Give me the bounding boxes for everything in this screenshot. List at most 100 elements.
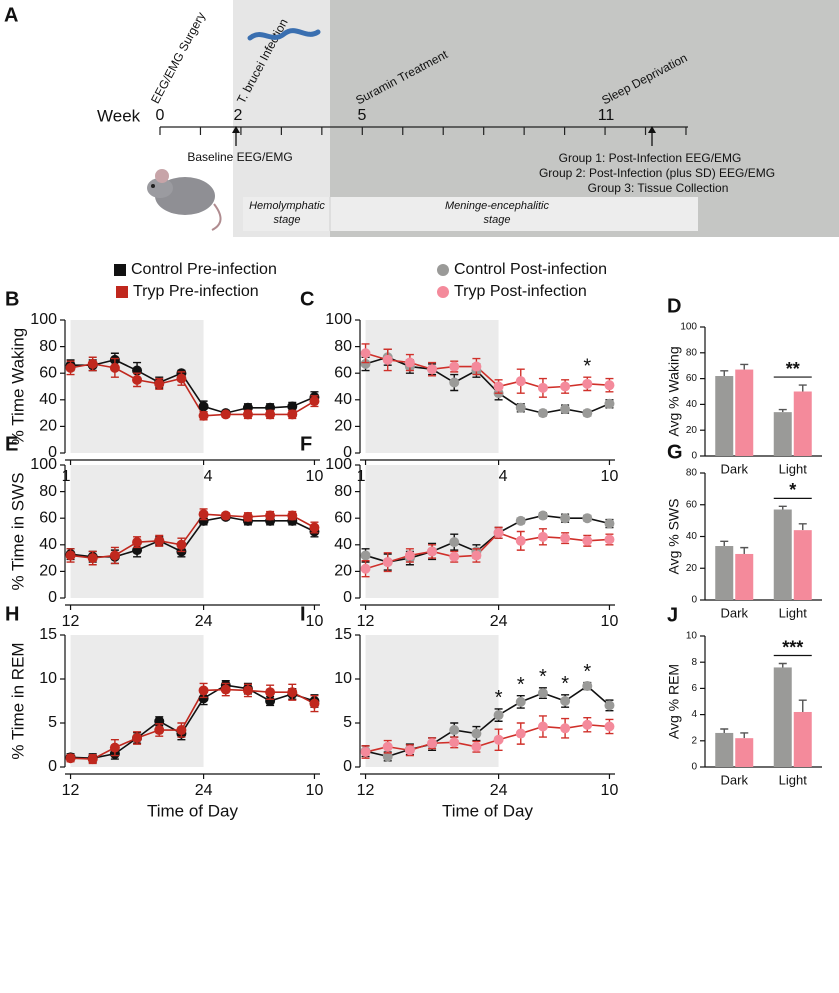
y-tick-label: 40	[334, 391, 352, 408]
dark-phase	[70, 635, 204, 767]
data-point	[404, 550, 415, 561]
data-point	[132, 537, 143, 548]
data-point	[382, 354, 393, 365]
error-bar	[798, 523, 807, 531]
y-tick-label: 60	[686, 499, 698, 510]
data-point	[537, 721, 548, 732]
y-tick-label: 80	[334, 338, 352, 355]
data-point	[265, 510, 276, 521]
chart: J 0 2 4 6 8 10 Avg % REM Dark Light ***	[666, 604, 822, 787]
data-point	[537, 408, 548, 419]
panel-letter: H	[5, 603, 19, 625]
data-point	[515, 728, 526, 739]
data-point	[87, 754, 98, 765]
data-point	[382, 557, 393, 568]
y-tick-label: 0	[691, 762, 697, 773]
y-tick-label: 8	[691, 657, 697, 668]
data-point	[560, 696, 571, 706]
y-tick-label: 5	[343, 714, 352, 731]
y-tick-label: 80	[334, 483, 352, 500]
data-point	[427, 364, 438, 375]
data-point	[265, 409, 276, 420]
data-point	[198, 685, 209, 696]
panel-letter: E	[5, 433, 18, 455]
error-bar	[720, 540, 729, 547]
y-tick-label: 80	[686, 347, 698, 358]
y-axis-label: Avg % SWS	[666, 499, 682, 575]
data-point	[449, 537, 460, 548]
data-point	[560, 723, 571, 734]
data-point	[176, 725, 187, 736]
data-point	[560, 381, 571, 392]
y-tick-label: 60	[334, 364, 352, 381]
mouse-icon	[147, 169, 222, 231]
data-point	[109, 362, 120, 373]
data-point	[471, 361, 482, 372]
x-tick-label: 24	[195, 613, 213, 630]
bar	[773, 509, 792, 600]
data-point	[604, 721, 615, 732]
legend-label: Tryp Post-infection	[454, 283, 587, 300]
data-point	[493, 734, 504, 745]
bar	[793, 711, 812, 767]
data-point	[382, 751, 393, 762]
x-tick-label: 10	[601, 782, 619, 799]
data-point	[198, 693, 209, 704]
group-label: Group 1: Post-Infection EEG/EMG	[559, 151, 742, 165]
data-point	[604, 700, 615, 711]
y-tick-label: 40	[39, 391, 57, 408]
y-tick-label: 40	[334, 536, 352, 553]
data-point	[537, 510, 548, 521]
data-point	[604, 518, 615, 529]
legend: Control Pre-infection Tryp Pre-infection C…	[114, 261, 607, 300]
data-point	[471, 741, 482, 752]
panel-letter: F	[300, 433, 312, 455]
stage-label: stage	[484, 214, 511, 226]
data-point	[404, 745, 415, 756]
data-point	[449, 725, 460, 736]
significance: ***	[782, 637, 803, 657]
panel-letter: B	[5, 288, 19, 310]
data-point	[309, 522, 320, 533]
arrow-head	[232, 126, 240, 133]
data-point	[604, 398, 615, 409]
legend-swatch	[114, 264, 126, 276]
y-tick-label: 15	[334, 626, 352, 643]
panel-letter: I	[300, 603, 306, 625]
y-tick-label: 0	[343, 758, 352, 775]
data-point	[176, 373, 187, 384]
data-point	[515, 535, 526, 546]
data-point	[220, 510, 231, 521]
data-point	[604, 380, 615, 391]
data-point	[360, 550, 371, 561]
y-tick-label: 100	[30, 456, 57, 473]
data-point	[198, 410, 209, 421]
week-label: 2	[234, 107, 243, 124]
y-tick-label: 100	[325, 456, 352, 473]
data-point	[404, 357, 415, 368]
data-point	[493, 710, 504, 721]
chart: H 0 5 10 15 % Time in REM 12 24 10 Time of Day	[5, 603, 323, 820]
group-label: Group 3: Tissue Collection	[588, 181, 729, 195]
error-bar	[798, 699, 807, 712]
legend-label: Control Post-infection	[454, 261, 607, 278]
data-point	[515, 402, 526, 413]
legend-label: Control Pre-infection	[131, 261, 277, 278]
y-tick-label: 100	[30, 311, 57, 328]
dark-phase	[365, 320, 499, 453]
data-point	[242, 409, 253, 420]
chart: D 0 20 40 60 80 100 Avg % Waking Dark Light **	[666, 295, 822, 476]
dark-phase	[365, 465, 499, 598]
legend-swatch	[437, 264, 449, 276]
data-point	[582, 681, 593, 692]
data-point	[109, 742, 120, 753]
data-point	[427, 546, 438, 557]
stage-label: Hemolymphatic	[249, 200, 325, 212]
y-tick-label: 15	[39, 626, 57, 643]
y-tick-label: 60	[39, 509, 57, 526]
